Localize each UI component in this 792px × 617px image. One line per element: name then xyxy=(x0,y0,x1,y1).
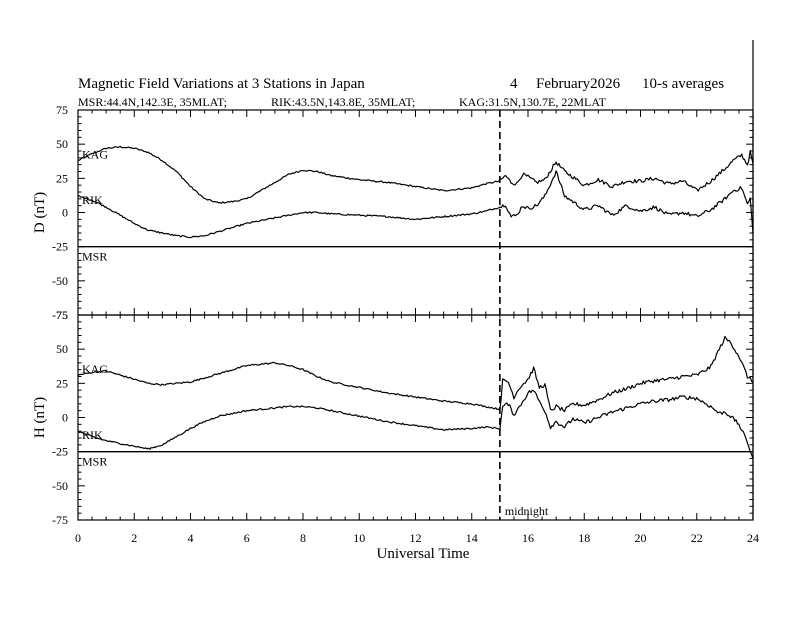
x-tick-labels: 0 2 4 6 8 10 12 14 16 18 20 22 24 xyxy=(75,531,759,545)
panel-h-ticks xyxy=(77,314,754,521)
x-tick-label: 2 xyxy=(131,531,137,545)
series-line-d-kag xyxy=(77,145,754,204)
panel-d-y-tick-label: 25 xyxy=(56,171,68,185)
panel-d-y-tick-label: -50 xyxy=(52,274,68,288)
x-tick-label: 10 xyxy=(353,531,365,545)
panel-h-y-tick-label: -25 xyxy=(52,445,68,459)
chart-date: February2026 xyxy=(536,76,621,92)
station-info-kag: KAG:31.5N,130.7E, 22MLAT xyxy=(459,95,607,109)
midnight-label: midnight xyxy=(505,504,549,518)
series-label-d-kag: KAG xyxy=(82,148,108,162)
chart-title: Magnetic Field Variations at 3 Stations … xyxy=(78,76,365,92)
panel-d-y-tick-label: -75 xyxy=(52,308,68,322)
panel-d-ticks xyxy=(77,109,754,316)
panel-d-y-tick-label: -25 xyxy=(52,240,68,254)
panel-d-y-tick-label: 0 xyxy=(62,206,68,220)
panel-h-y-tick-labels: 75 50 25 0 -25 -50 -75 xyxy=(52,308,68,527)
x-tick-label: 16 xyxy=(522,531,534,545)
series-label-h-msr: MSR xyxy=(82,455,107,469)
x-tick-label: 4 xyxy=(188,531,194,545)
panel-d-y-tick-labels: 75 50 25 0 -25 -50 -75 xyxy=(52,103,68,322)
series-label-d-msr: MSR xyxy=(82,250,107,264)
x-tick-label: 6 xyxy=(244,531,250,545)
x-tick-label: 14 xyxy=(466,531,478,545)
series-label-h-kag: KAG xyxy=(82,362,108,376)
station-info-msr: MSR:44.4N,142.3E, 35MLAT; xyxy=(78,95,227,109)
series-label-h-rik: RIK xyxy=(82,428,103,442)
panel-h-y-tick-label: 75 xyxy=(56,308,68,322)
panel-h-y-tick-label: -50 xyxy=(52,479,68,493)
x-tick-label: 0 xyxy=(75,531,81,545)
panel-h: 75 50 25 0 -25 -50 -75 H (nT) KAG RIK MS… xyxy=(32,308,754,527)
x-tick-label: 12 xyxy=(410,531,422,545)
panel-d: 75 50 25 0 -25 -50 -75 D (nT) KAG RIK MS… xyxy=(32,103,754,322)
x-tick-label: 18 xyxy=(578,531,590,545)
panel-h-y-tick-label: -75 xyxy=(52,513,68,527)
panel-d-y-tick-label: 50 xyxy=(56,137,68,151)
panel-h-frame xyxy=(77,314,754,521)
panel-d-y-axis-title: D (nT) xyxy=(32,192,48,233)
series-line-h-kag xyxy=(77,335,754,413)
x-axis-title: Universal Time xyxy=(377,546,470,562)
series-line-d-rik xyxy=(77,170,754,239)
x-tick-label: 8 xyxy=(300,531,306,545)
x-tick-label: 20 xyxy=(635,531,647,545)
panel-h-y-axis-title: H (nT) xyxy=(32,397,48,438)
series-label-d-rik: RIK xyxy=(82,193,103,207)
chart-day: 4 xyxy=(510,76,518,92)
chart-averaging: 10-s averages xyxy=(642,76,724,92)
panel-d-y-tick-label: 75 xyxy=(56,103,68,117)
series-line-h-rik xyxy=(77,389,754,459)
station-info-rik: RIK:43.5N,143.8E, 35MLAT; xyxy=(271,95,415,109)
x-tick-label: 22 xyxy=(691,531,703,545)
panel-h-y-tick-label: 50 xyxy=(56,342,68,356)
panel-d-frame xyxy=(77,109,754,316)
panel-h-y-tick-label: 0 xyxy=(62,411,68,425)
x-tick-label: 24 xyxy=(747,531,759,545)
panel-h-y-tick-label: 25 xyxy=(56,376,68,390)
